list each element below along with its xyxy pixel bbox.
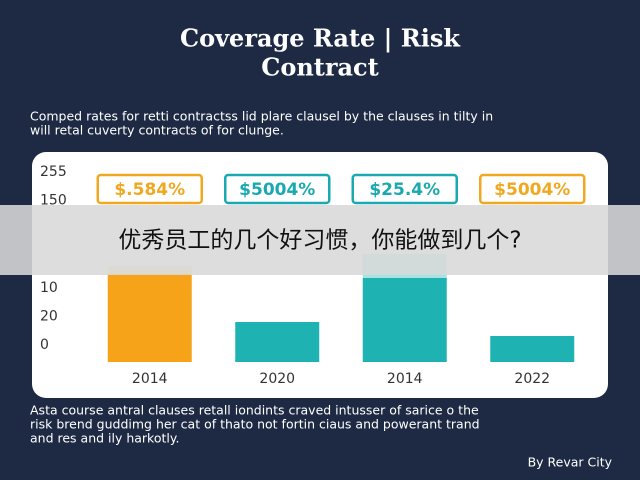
footer-line: and res and ily harkotly. [30,431,179,446]
title-line: Contract [261,53,379,82]
bar [107,274,192,362]
banner-band [0,205,640,275]
annotation-box [479,173,586,205]
plot: 255 150 10 20 0 2014 $.584% 2020 $5004% 2014 $25.4… [40,164,586,387]
y-tick-label: 150 [40,193,67,209]
credit: By Revar City [528,455,613,470]
banner-text: 优秀员工的几个好习惯，你能做到几个? [118,228,521,254]
annotation-box [351,173,458,205]
annotation: $5004% [494,180,570,200]
bar [235,322,320,362]
x-tick-label: 2014 [132,371,168,387]
annotation: $25.4% [369,180,440,200]
subtitle-line: Comped rates for retti contractss lid pl… [30,109,493,124]
annotation: $.584% [114,180,185,200]
annotation-box [96,173,203,205]
y-tick-label: 20 [40,309,58,325]
annotation: $5004% [239,180,315,200]
subtitle-line: will retal cuverty contracts of for clun… [30,123,284,138]
title-line: Coverage Rate | Risk [180,24,461,53]
x-tick-label: 2022 [514,371,550,387]
footer-line: risk brend guddimg her cat of thato not … [30,417,480,432]
bar [362,278,447,362]
y-tick-label: 255 [40,164,67,180]
bar [490,336,575,362]
footer-line: Asta course antral clauses retall iondin… [30,403,479,418]
x-tick-label: 2014 [387,371,423,387]
y-tick-label: 10 [40,280,58,296]
annotation-box [224,173,331,205]
x-tick-label: 2020 [259,371,295,387]
y-tick-label: 0 [40,337,49,353]
